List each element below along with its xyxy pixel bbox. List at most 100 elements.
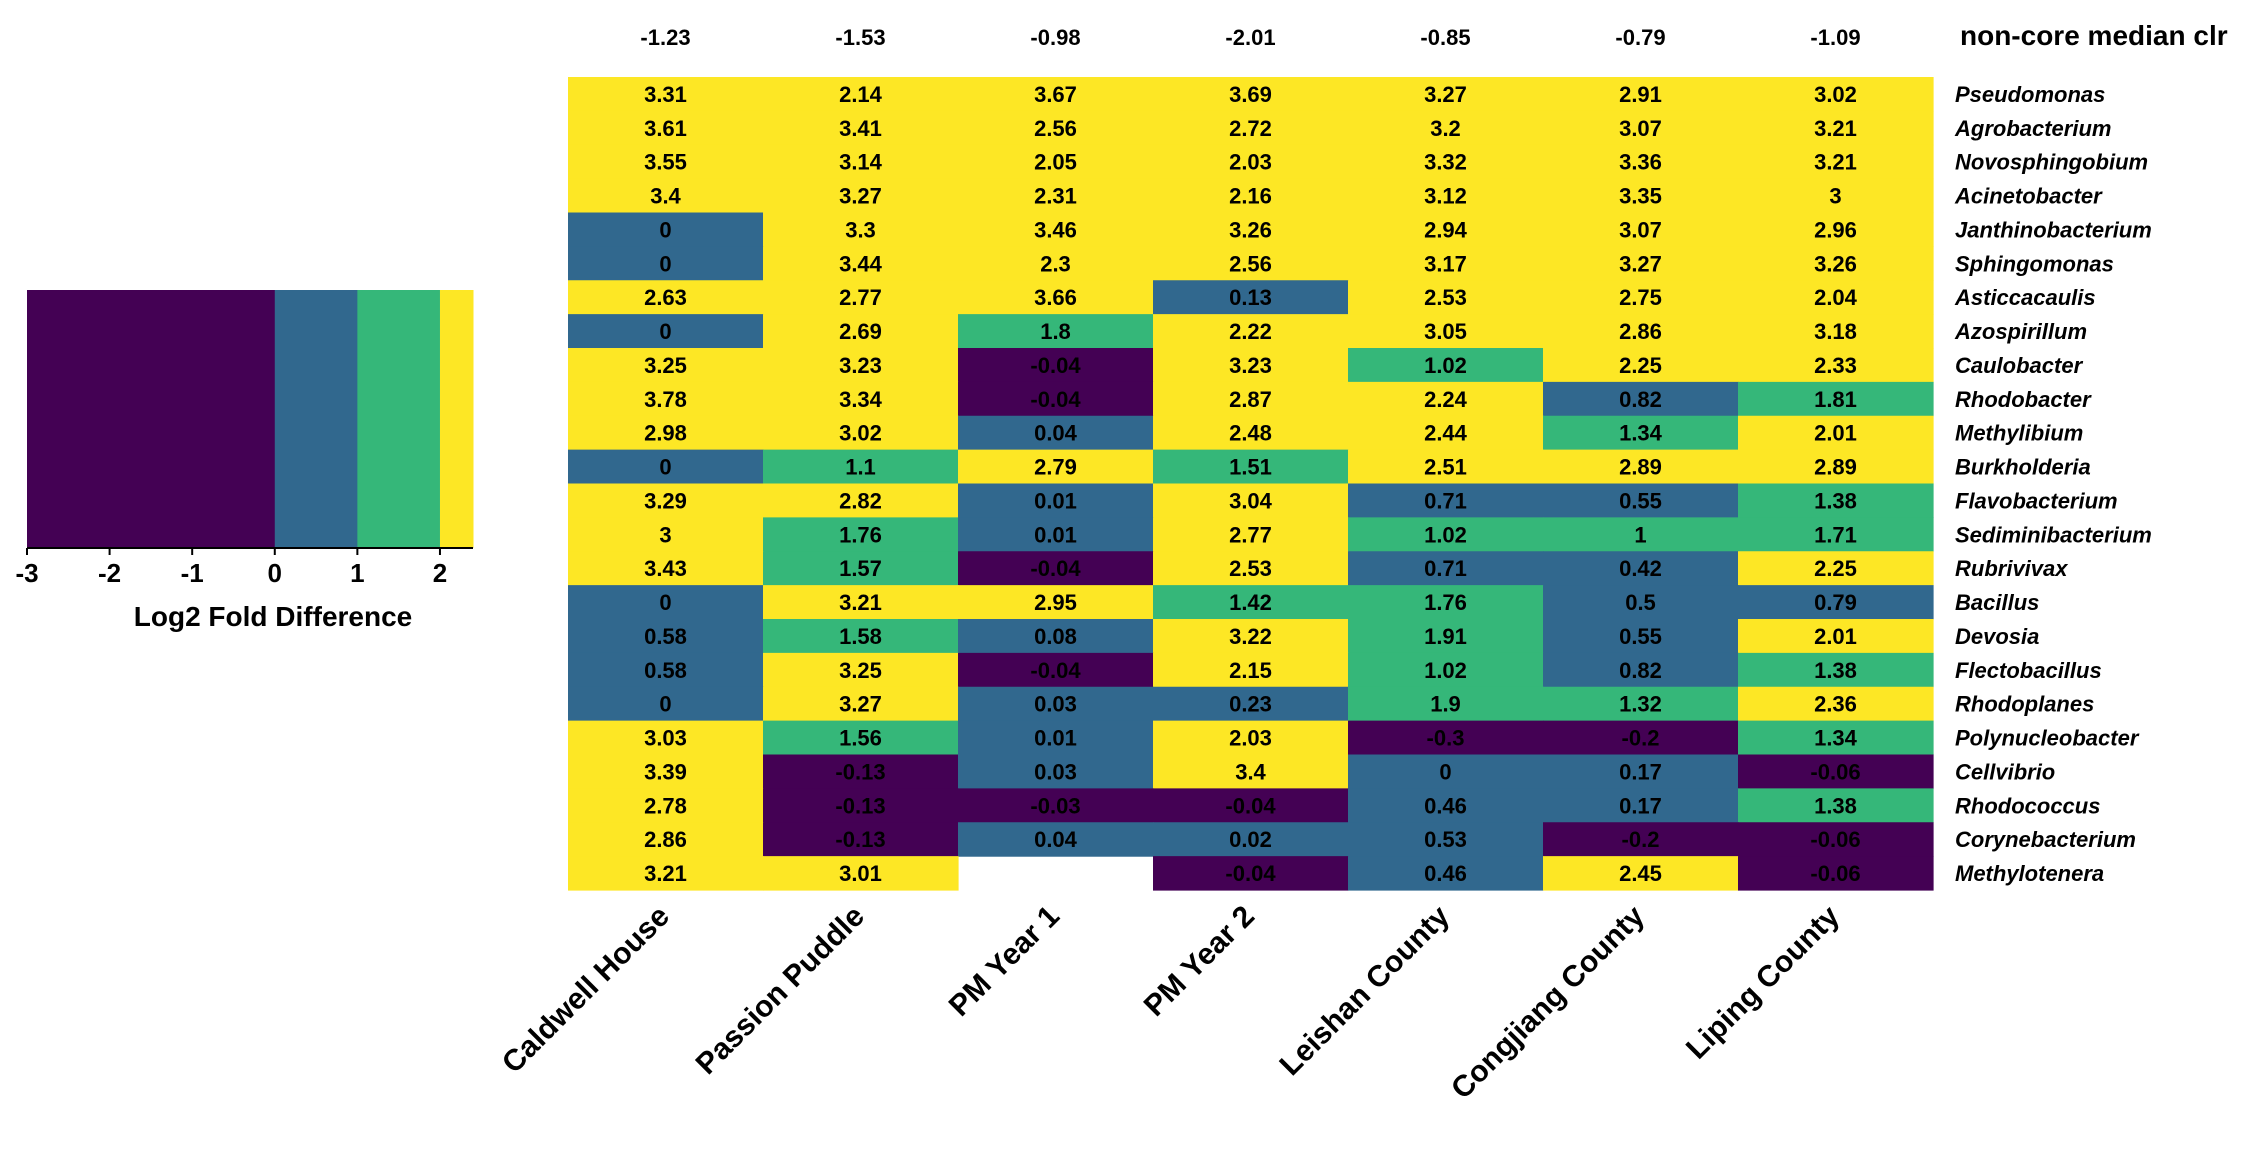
- heatmap-cell: [1738, 856, 1934, 891]
- heatmap-cell: [763, 483, 959, 518]
- cell-value-label: 0.58: [644, 658, 687, 683]
- heatmap-cell: [958, 77, 1154, 112]
- cell-value-label: 3.23: [1229, 353, 1272, 378]
- heatmap-cell: [1738, 517, 1934, 552]
- heatmap-cell: [568, 246, 764, 281]
- heatmap-cell: [1153, 246, 1349, 281]
- heatmap-cell: [763, 178, 959, 214]
- column-label: Leishan County: [1274, 899, 1457, 1082]
- row-label: Sediminibacterium: [1955, 522, 2152, 547]
- column-label: Passion Puddle: [690, 900, 871, 1081]
- cell-value-label: 0.17: [1619, 759, 1662, 784]
- cell-value-label: 3.03: [644, 726, 687, 751]
- cell-value-label: 2.16: [1229, 184, 1272, 209]
- cell-value-label: 3.78: [644, 387, 687, 412]
- cell-value-label: 2.56: [1034, 116, 1077, 141]
- cell-value-label: 3.31: [644, 82, 687, 107]
- heatmap-cell: [1153, 144, 1349, 180]
- cell-value-label: 2.98: [644, 421, 687, 446]
- heatmap-cell: [1348, 415, 1544, 451]
- heatmap-cell: [1153, 652, 1349, 688]
- heatmap-cell: [1153, 856, 1349, 891]
- cell-value-label: 0.5: [1625, 590, 1656, 615]
- cell-value-label: -0.06: [1810, 827, 1860, 852]
- colorbar-tick-label: 0: [268, 558, 282, 588]
- heatmap-cell: [568, 720, 764, 756]
- cell-value-label: 1.42: [1229, 590, 1272, 615]
- cell-value-label: 3.39: [644, 759, 687, 784]
- cell-value-label: 3.23: [839, 353, 882, 378]
- heatmap-cell: [763, 619, 959, 654]
- heatmap-cell: [1543, 822, 1739, 857]
- heatmap-cell: [763, 314, 959, 349]
- cell-value-label: 2.82: [839, 488, 882, 513]
- cell-value-label: 1.02: [1424, 353, 1467, 378]
- heatmap-cell: [568, 348, 764, 383]
- cell-value-label: 3.66: [1034, 285, 1077, 310]
- cell-value-label: 3.17: [1424, 251, 1467, 276]
- row-label: Pseudomonas: [1955, 82, 2105, 107]
- top-row-value: -0.85: [1420, 25, 1470, 50]
- heatmap-cell: [1738, 110, 1934, 146]
- cell-value-label: 3.01: [839, 861, 882, 886]
- heatmap-cell: [1348, 348, 1544, 383]
- heatmap-cell: [1543, 212, 1739, 247]
- colorbar-tick-label: -1: [181, 558, 204, 588]
- cell-value-label: 1.56: [839, 726, 882, 751]
- heatmap-cell: [958, 246, 1154, 281]
- cell-value-label: -0.2: [1622, 827, 1660, 852]
- heatmap-cell: [1348, 178, 1544, 214]
- row-labels: Pseudomonas Agrobacterium Novosphingobium A…: [1954, 82, 2152, 886]
- top-row: -1.23 -1.53 -0.98 -2.01 -0.85 -0.79 -1.09: [640, 25, 1860, 50]
- cell-value-label: 0.46: [1424, 793, 1467, 818]
- heatmap-cell: [568, 517, 764, 552]
- heatmap-cell: [1348, 110, 1544, 146]
- cell-value-label: 0.55: [1619, 488, 1662, 513]
- cell-value-label: 1.32: [1619, 692, 1662, 717]
- heatmap-cell: [1153, 449, 1349, 485]
- heatmap-cell: [1348, 788, 1544, 823]
- cell-value-label: 2.86: [1619, 319, 1662, 344]
- cell-value-label: 0.58: [644, 624, 687, 649]
- heatmap-cell: [1153, 212, 1349, 247]
- cell-value-label: -0.04: [1225, 861, 1276, 886]
- heatmap-cell: [568, 619, 764, 654]
- cell-value-label: -0.13: [835, 759, 885, 784]
- heatmap-cell: [763, 348, 959, 383]
- cell-value-label: 2.95: [1034, 590, 1077, 615]
- cell-value-label: 1.51: [1229, 455, 1272, 480]
- heatmap-cell: [958, 551, 1154, 586]
- top-row-label: non-core median clr: [1960, 20, 2228, 51]
- cell-value-label: 2.15: [1229, 658, 1272, 683]
- heatmap-cell: [1738, 788, 1934, 823]
- colorbar-segment: [274, 290, 358, 548]
- heatmap-cell: [1738, 178, 1934, 214]
- row-label: Polynucleobacter: [1955, 726, 2140, 751]
- column-label: Caldwell House: [496, 900, 676, 1080]
- heatmap-cell: [958, 483, 1154, 518]
- heatmap-cell: [1543, 449, 1739, 485]
- heatmap-cell: [958, 822, 1154, 857]
- cell-value-label: 3.04: [1229, 488, 1273, 513]
- cell-value-label: 1: [1634, 522, 1646, 547]
- column-label: Liping County: [1680, 899, 1846, 1065]
- heatmap-cell: [958, 449, 1154, 485]
- cell-value-label: 2.75: [1619, 285, 1662, 310]
- heatmap-cell: [1738, 280, 1934, 315]
- cell-value-label: 2.25: [1814, 556, 1857, 581]
- heatmap-cell: [763, 144, 959, 180]
- row-label: Novosphingobium: [1955, 150, 2148, 175]
- cell-value-label: 3.21: [1814, 150, 1857, 175]
- heatmap-cell: [1738, 619, 1934, 654]
- cell-value-label: 3.46: [1034, 217, 1077, 242]
- row-label: Rubrivivax: [1955, 556, 2068, 581]
- heatmap-cell: [1543, 754, 1739, 789]
- cell-value-label: 0.08: [1034, 624, 1077, 649]
- top-row-value: -0.79: [1615, 25, 1665, 50]
- cell-value-label: 3.34: [839, 387, 883, 412]
- heatmap-cell: [568, 483, 764, 518]
- heatmap-cell: [568, 754, 764, 789]
- row-label: Rhodobacter: [1955, 387, 2092, 412]
- top-row-value: -1.09: [1810, 25, 1860, 50]
